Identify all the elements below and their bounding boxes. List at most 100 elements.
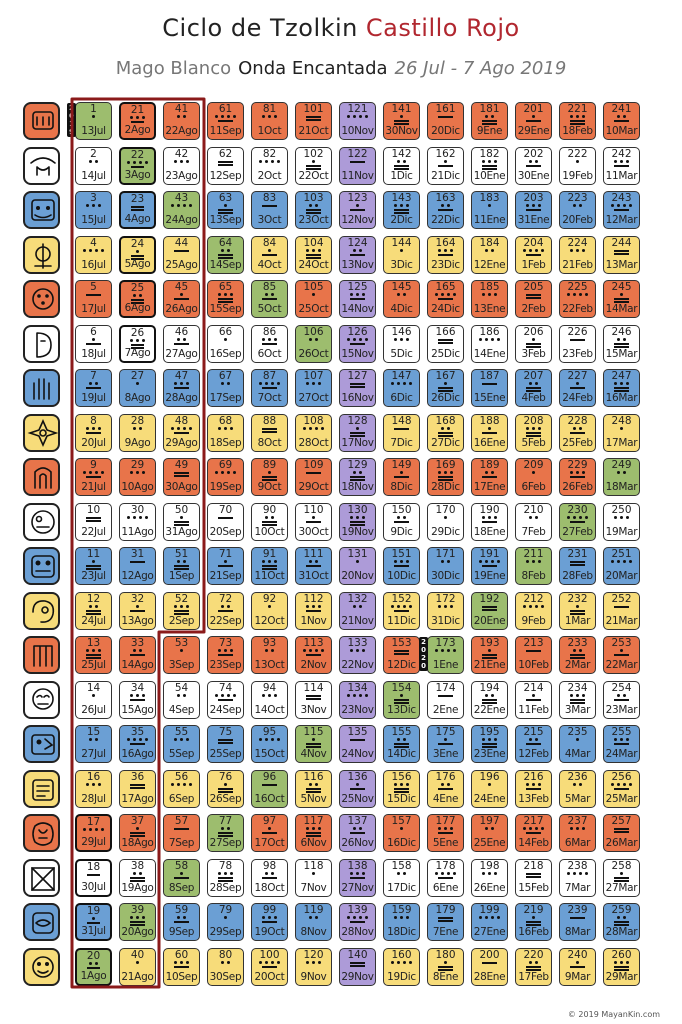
kin-number: 232: [567, 592, 588, 605]
kin-date: 12Mar: [605, 214, 638, 226]
kin-number: 218: [523, 859, 544, 872]
kin-number: 35: [130, 726, 145, 738]
kin-number: 125: [347, 281, 368, 293]
kin-number: 188: [479, 414, 500, 427]
kin-number: 258: [611, 859, 632, 872]
kin-cell: 139 28Nov: [339, 903, 376, 941]
kin-number: 137: [347, 815, 368, 827]
tone-marks: [296, 694, 331, 706]
kin-cell: 71 21Sep: [207, 547, 244, 585]
kin-date: 19Jul: [81, 392, 106, 404]
kin-date: 24Feb: [562, 392, 593, 404]
kin-date: 17Mar: [605, 436, 638, 449]
tone-marks: [296, 426, 331, 439]
kin-date: 26Sep: [209, 792, 242, 805]
kin-date: 30Sep: [209, 970, 242, 983]
tone-marks: [604, 827, 639, 839]
kin-cell: 67 17Sep: [207, 369, 244, 407]
kin-date: 24Ago: [165, 214, 198, 226]
tone-marks: [340, 782, 375, 795]
tone-marks: [340, 248, 375, 261]
kin-number: 16: [86, 770, 101, 783]
tone-marks: [428, 248, 463, 261]
kin-date: 11Mar: [605, 169, 638, 182]
kin-date: 12Feb: [518, 748, 549, 760]
kin-date: 8Nov: [300, 926, 327, 938]
kin-number: 219: [523, 904, 544, 916]
tone-marks: [428, 916, 463, 928]
kin-date: 7Ene: [432, 926, 459, 938]
kin-cell: 2 14Jul: [75, 146, 112, 185]
tone-marks: [560, 204, 595, 216]
kin-date: 15Jul: [81, 214, 106, 226]
kin-cell: 220 17Feb: [515, 947, 552, 986]
tone-marks: [252, 693, 287, 706]
kin-number: 23: [130, 193, 145, 205]
kin-date: 27Oct: [298, 392, 329, 404]
kin-number: 217: [523, 815, 544, 827]
kin-number: 83: [262, 192, 277, 204]
kin-date: 18Dic: [387, 926, 416, 938]
kin-cell: 228 25Feb: [559, 413, 596, 452]
kin-cell: 85 5Oct: [251, 280, 288, 318]
kin-cell: 193 21Ene: [471, 636, 508, 674]
kin-cell: 208 5Feb: [515, 413, 552, 452]
kin-date: 9Mar: [564, 970, 591, 983]
kin-cell: 239 8Mar: [559, 903, 596, 941]
kin-number: 252: [611, 592, 632, 605]
kin-number: 37: [130, 815, 145, 827]
kin-number: 129: [347, 459, 368, 471]
kin-cell: 236 5Mar: [559, 769, 596, 808]
kin-number: 26: [130, 326, 145, 339]
kin-cell: 118 7Nov: [295, 858, 332, 897]
kin-cell: 75 25Sep: [207, 725, 244, 763]
kin-cell: 227 24Feb: [559, 369, 596, 407]
tone-marks: [428, 871, 463, 884]
kin-cell: 254 23Mar: [603, 680, 640, 719]
kin-date: 10Sep: [165, 970, 198, 983]
tone-marks: [428, 604, 463, 617]
tone-marks: [252, 159, 287, 172]
tone-marks: [428, 694, 463, 706]
kin-cell: 240 9Mar: [559, 947, 596, 986]
kin-number: 2: [90, 147, 97, 160]
kin-number: 159: [391, 904, 412, 916]
tone-marks: [384, 871, 419, 884]
kin-cell: 202 30Ene: [515, 146, 552, 185]
tone-marks: [384, 382, 419, 394]
tone-marks: [472, 827, 507, 839]
kin-date: 30Nov: [385, 125, 418, 137]
kin-date: 28Jul: [81, 792, 106, 805]
kin-date: 25Ago: [165, 258, 198, 271]
kin-cell: 90 10Oct: [251, 502, 288, 541]
kin-number: 160: [391, 948, 412, 961]
kin-cell: 54 4Sep: [163, 680, 200, 719]
kin-number: 220: [523, 948, 544, 961]
kin-number: 139: [347, 904, 368, 916]
kin-number: 239: [567, 904, 588, 916]
tone-marks: [560, 471, 595, 483]
tone-marks: [428, 960, 463, 973]
kin-cell: 93 13Oct: [251, 636, 288, 674]
kin-number: 237: [567, 815, 588, 827]
kin-date: 27Feb: [562, 525, 593, 538]
title-part2: Castillo Rojo: [365, 14, 520, 42]
kin-date: 21Ene: [473, 659, 506, 671]
tone-marks: [472, 961, 507, 973]
tone-marks: [252, 960, 287, 973]
kin-date: 1Mar: [564, 614, 591, 627]
kin-date: 16Mar: [605, 392, 638, 404]
kin-cell: 222 19Feb: [559, 146, 596, 185]
kin-number: 29: [130, 459, 145, 471]
kin-cell: 196 24Ene: [471, 769, 508, 808]
kin-date: 19Mar: [605, 525, 638, 538]
kin-date: 4Mar: [564, 748, 591, 760]
kin-cell: 97 17Oct: [251, 814, 288, 852]
kin-date: 10Ene: [473, 169, 506, 182]
kin-cell: 23 4Ago: [119, 191, 156, 229]
tone-marks: [516, 604, 551, 617]
kin-cell: 12 24Jul: [75, 591, 112, 630]
tone-marks: [340, 693, 375, 706]
kin-number: 110: [303, 503, 324, 516]
kin-cell: 125 14Nov: [339, 280, 376, 318]
